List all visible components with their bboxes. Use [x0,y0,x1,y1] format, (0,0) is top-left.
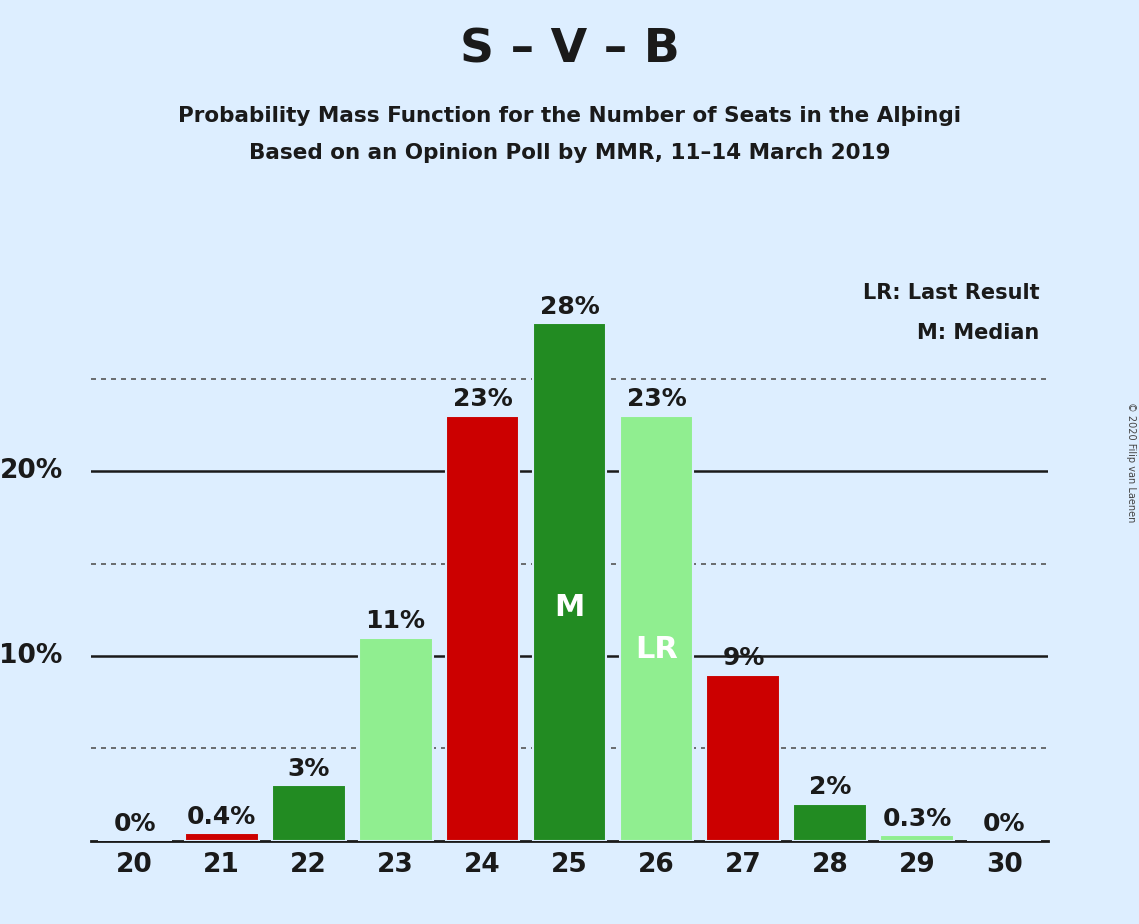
Bar [445,416,519,841]
Text: 0.4%: 0.4% [187,805,256,829]
Text: 9%: 9% [722,646,764,670]
Bar [620,416,694,841]
Text: 20%: 20% [0,458,63,484]
Text: 2%: 2% [809,775,852,799]
Text: 11%: 11% [366,609,426,633]
Text: 0.3%: 0.3% [883,807,952,831]
Text: LR: Last Result: LR: Last Result [862,283,1039,303]
Bar [880,835,954,841]
Bar [533,323,606,841]
Bar [185,833,259,841]
Text: Based on an Opinion Poll by MMR, 11–14 March 2019: Based on an Opinion Poll by MMR, 11–14 M… [248,143,891,164]
Text: 23%: 23% [452,387,513,411]
Bar [706,675,780,841]
Text: 23%: 23% [626,387,687,411]
Text: S – V – B: S – V – B [459,28,680,73]
Text: 3%: 3% [287,757,330,781]
Text: LR: LR [636,635,678,664]
Text: 0%: 0% [114,812,156,836]
Text: M: Median: M: Median [917,323,1039,344]
Text: Probability Mass Function for the Number of Seats in the Alþingi: Probability Mass Function for the Number… [178,106,961,127]
Bar [359,638,433,841]
Text: 10%: 10% [0,643,63,669]
Bar [271,785,345,841]
Text: 0%: 0% [983,812,1025,836]
Text: M: M [555,593,584,623]
Text: © 2020 Filip van Laenen: © 2020 Filip van Laenen [1126,402,1136,522]
Text: 28%: 28% [540,295,599,319]
Bar [794,804,868,841]
